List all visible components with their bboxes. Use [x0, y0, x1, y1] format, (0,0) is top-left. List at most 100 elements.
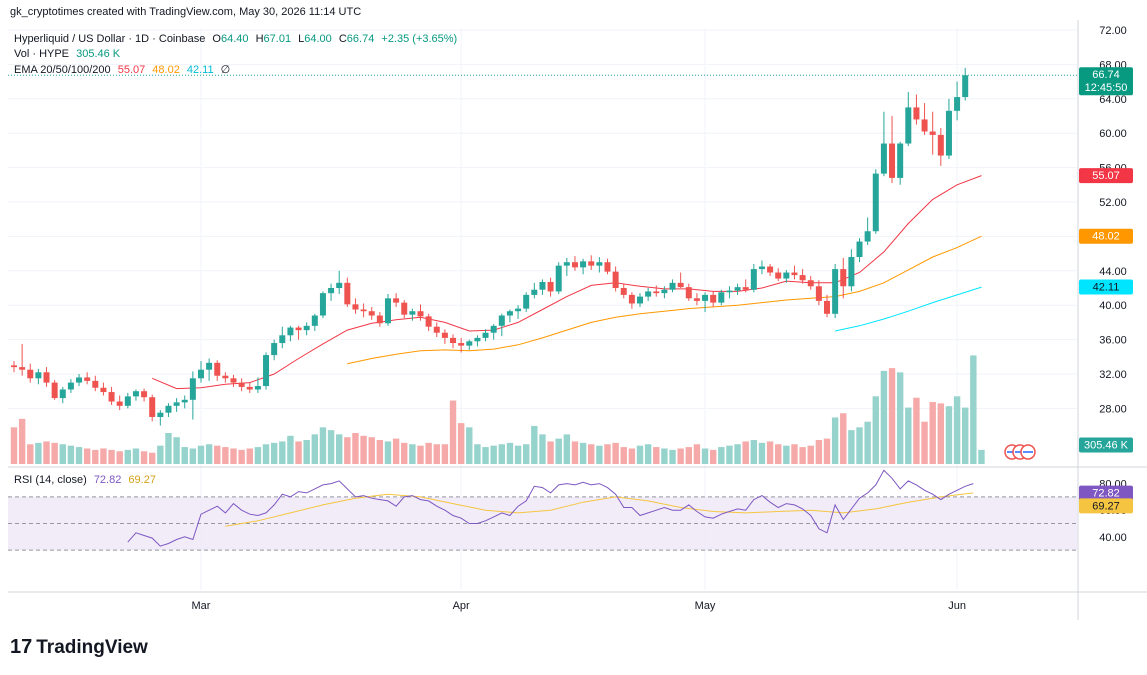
rsi-tag-box [1079, 485, 1133, 501]
volume-bar [246, 448, 253, 464]
candle-body [108, 392, 115, 402]
ohlc-high: H67.01 [255, 33, 292, 45]
candle-body [271, 343, 278, 356]
candle-body [368, 311, 375, 316]
ema100-tag: 42.11 [1079, 279, 1133, 295]
volume-bar [92, 449, 99, 464]
volume-bar [620, 447, 627, 464]
candle-body [263, 355, 270, 387]
volume-bar [506, 442, 514, 464]
candle-body [206, 362, 213, 370]
volume-bar [783, 445, 790, 464]
volume-bar [124, 449, 132, 464]
volume-bar [726, 445, 733, 464]
candle-body [726, 290, 733, 293]
time-tick-label: May [695, 600, 716, 612]
volume-bar [140, 451, 148, 464]
volume-bar [531, 425, 538, 464]
volume-bar [173, 437, 180, 464]
candle-body [815, 286, 822, 301]
volume-bar [962, 407, 969, 464]
candle-body [149, 397, 156, 417]
candle-body [840, 269, 847, 287]
ema200-value: ∅ [220, 64, 231, 76]
candle-body [401, 302, 408, 315]
candle-body [506, 311, 513, 316]
ema100-tag-text: 42.11 [1093, 282, 1120, 294]
volume-bar [945, 406, 953, 464]
candle-body [767, 266, 774, 273]
time-tick-label: Apr [453, 600, 470, 612]
volume-label: Vol · HYPE [14, 48, 70, 60]
candle-body [929, 131, 936, 135]
volume-bar [864, 421, 871, 464]
volume-bar [522, 444, 530, 464]
price-tick-label: 44.00 [1099, 266, 1127, 278]
volume-tag-text: 305.46 K [1084, 440, 1129, 452]
candle-body [67, 382, 74, 390]
candle-body [450, 337, 457, 344]
tradingview-logo[interactable]: 17 TradingView [10, 636, 148, 659]
rsi-tick-label: 40.00 [1099, 532, 1127, 544]
candle-body [637, 296, 644, 304]
candle-body [937, 134, 944, 156]
volume-tag-box [1079, 437, 1133, 453]
candle-body [612, 271, 619, 288]
volume-bar [270, 442, 278, 464]
volume-bar [978, 449, 985, 464]
volume-bar [596, 445, 603, 464]
volume-bar [303, 440, 310, 464]
candle-body [620, 288, 627, 295]
tradingview-wordmark: TradingView [36, 636, 148, 658]
candle-body [539, 281, 546, 290]
candle-body [872, 173, 879, 232]
ema100-line [834, 286, 982, 332]
candle-body [84, 377, 91, 381]
price-tick-label: 52.00 [1099, 197, 1127, 209]
ema20-line [152, 175, 982, 390]
volume-bar [807, 445, 814, 464]
candle-body [254, 386, 261, 390]
candle-body [588, 261, 595, 266]
candle-body [693, 298, 700, 301]
volume-bar [547, 441, 554, 464]
volume-bar [149, 452, 156, 464]
volume-bar [579, 442, 587, 464]
volume-bar [51, 442, 58, 464]
symbol-legend: Hyperliquid / US Dollar · 1D · Coinbase … [14, 33, 461, 45]
volume-bar [100, 448, 107, 464]
volume-bar [490, 445, 497, 464]
volume-bar [165, 432, 172, 464]
candle-body [710, 294, 717, 303]
candle-body [124, 396, 131, 406]
ema100-tag-box [1079, 279, 1133, 295]
rsi-label: RSI (14, close) [14, 474, 87, 486]
volume-bar [953, 396, 961, 464]
ema50-line [347, 235, 982, 365]
volume-bar [222, 447, 229, 464]
candle-body [197, 369, 204, 379]
candle-body [328, 288, 335, 294]
candle-body [734, 287, 741, 291]
time-tick-label: Jun [948, 600, 966, 612]
price-tick-label: 64.00 [1099, 94, 1127, 106]
volume-bar [368, 437, 375, 464]
volume-bar [425, 442, 432, 464]
price-tick-label: 36.00 [1099, 335, 1127, 347]
volume-bar [970, 355, 977, 464]
candlesticks [8, 67, 1077, 426]
volume-bar [197, 445, 205, 464]
volume-bar [474, 444, 481, 464]
rsi-panel [8, 496, 1077, 551]
candle-body [222, 375, 229, 379]
ema100-value: 42.11 [186, 64, 214, 76]
volume-bar [279, 441, 286, 464]
chart-attribution: gk_cryptotimes created with TradingView.… [10, 6, 362, 18]
candle-body [165, 405, 172, 413]
candle-body [897, 143, 904, 178]
candle-body [580, 261, 587, 268]
volume-bar [848, 430, 855, 464]
rsi-lines [127, 469, 974, 547]
candle-body [864, 231, 871, 242]
